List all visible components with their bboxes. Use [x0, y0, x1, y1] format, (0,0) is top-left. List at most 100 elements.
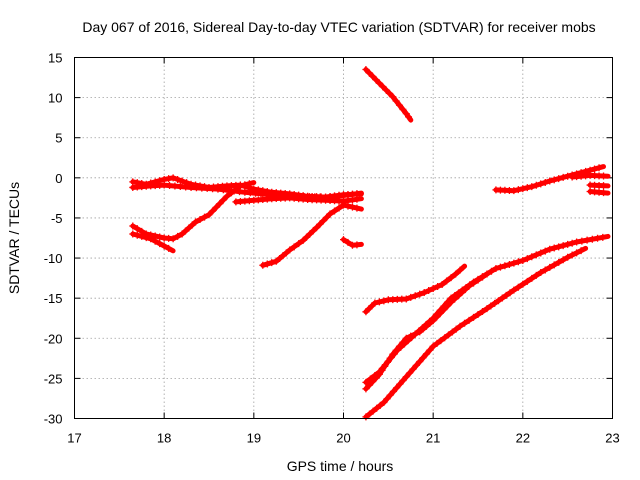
- data-point: [216, 200, 224, 208]
- data-point: [295, 240, 303, 248]
- data-point: [309, 227, 317, 235]
- y-tick-label: -20: [44, 331, 63, 346]
- data-point: [501, 262, 509, 270]
- data-point: [196, 216, 204, 224]
- data-point: [303, 233, 311, 241]
- series-arc-11: [568, 171, 611, 181]
- data-point: [443, 277, 451, 285]
- data-point: [470, 278, 478, 286]
- data-point: [353, 241, 361, 249]
- data-point: [461, 319, 469, 327]
- series-arc-13: [586, 187, 611, 197]
- data-point: [441, 334, 449, 342]
- data-point: [491, 299, 499, 307]
- data-point: [426, 317, 434, 325]
- x-tick-label: 23: [605, 431, 619, 446]
- data-point: [600, 182, 608, 190]
- x-tick-label: 17: [67, 431, 81, 446]
- data-point: [209, 207, 217, 215]
- data-point: [151, 237, 159, 245]
- data-point: [416, 358, 424, 366]
- data-point: [323, 213, 331, 221]
- data-point: [407, 293, 415, 301]
- data-point: [466, 281, 474, 289]
- data-point: [373, 404, 381, 412]
- y-tick-label: 5: [55, 131, 62, 146]
- data-point: [378, 364, 386, 372]
- data-point: [344, 238, 352, 246]
- data-point: [546, 177, 554, 185]
- data-point: [496, 263, 504, 271]
- series-line: [260, 202, 364, 268]
- data-point: [405, 113, 413, 121]
- data-point: [212, 203, 220, 211]
- data-point: [510, 286, 518, 294]
- data-point: [514, 186, 522, 194]
- y-tick-label: -15: [44, 291, 63, 306]
- data-point: [559, 256, 567, 264]
- data-point: [379, 83, 387, 91]
- data-point: [306, 230, 314, 238]
- data-point: [594, 234, 602, 242]
- data-point: [376, 401, 384, 409]
- data-point: [223, 192, 231, 200]
- data-point: [528, 183, 536, 191]
- data-point: [160, 242, 168, 250]
- data-point: [178, 177, 186, 185]
- data-point: [382, 86, 390, 94]
- data-point: [181, 227, 189, 235]
- x-axis-label: GPS time / hours: [287, 458, 394, 474]
- data-point: [458, 286, 466, 294]
- data-point: [591, 165, 599, 173]
- data-point: [340, 201, 347, 209]
- data-point: [600, 172, 608, 180]
- data-point: [537, 249, 545, 257]
- data-point: [399, 105, 407, 113]
- data-point: [381, 361, 389, 369]
- data-point: [411, 292, 419, 300]
- data-point: [487, 267, 495, 275]
- data-point: [369, 72, 377, 80]
- data-point: [532, 271, 540, 279]
- data-point: [573, 238, 581, 246]
- data-point: [400, 340, 408, 348]
- data-point: [447, 274, 455, 282]
- data-point: [478, 273, 486, 281]
- data-point: [366, 375, 374, 383]
- data-point: [452, 270, 460, 278]
- data-point: [286, 246, 294, 254]
- data-point: [537, 180, 545, 188]
- series-arc-12: [586, 181, 611, 190]
- data-point: [429, 285, 437, 293]
- data-point: [564, 253, 572, 261]
- data-point: [396, 101, 404, 109]
- x-tick-label: 21: [426, 431, 440, 446]
- data-point: [528, 274, 536, 282]
- data-point: [436, 306, 444, 314]
- data-point: [387, 354, 395, 362]
- data-point: [399, 376, 407, 384]
- data-point: [389, 93, 397, 101]
- data-point: [192, 218, 200, 226]
- data-point: [205, 211, 213, 219]
- data-point: [362, 378, 370, 386]
- data-point: [564, 240, 572, 248]
- data-point: [578, 237, 586, 245]
- data-point: [385, 89, 393, 97]
- data-point: [420, 289, 428, 297]
- data-point: [408, 333, 416, 341]
- series-arc-2: [129, 181, 364, 201]
- data-point: [340, 236, 347, 244]
- data-point: [383, 395, 391, 403]
- data-point: [514, 283, 522, 291]
- data-point: [494, 297, 502, 305]
- data-point: [474, 275, 482, 283]
- data-point: [133, 231, 141, 239]
- data-point: [129, 230, 137, 238]
- data-point: [555, 175, 563, 183]
- y-tick-label: 10: [48, 91, 62, 106]
- data-point: [505, 260, 513, 268]
- data-point: [445, 331, 453, 339]
- y-tick-label: -10: [44, 251, 63, 266]
